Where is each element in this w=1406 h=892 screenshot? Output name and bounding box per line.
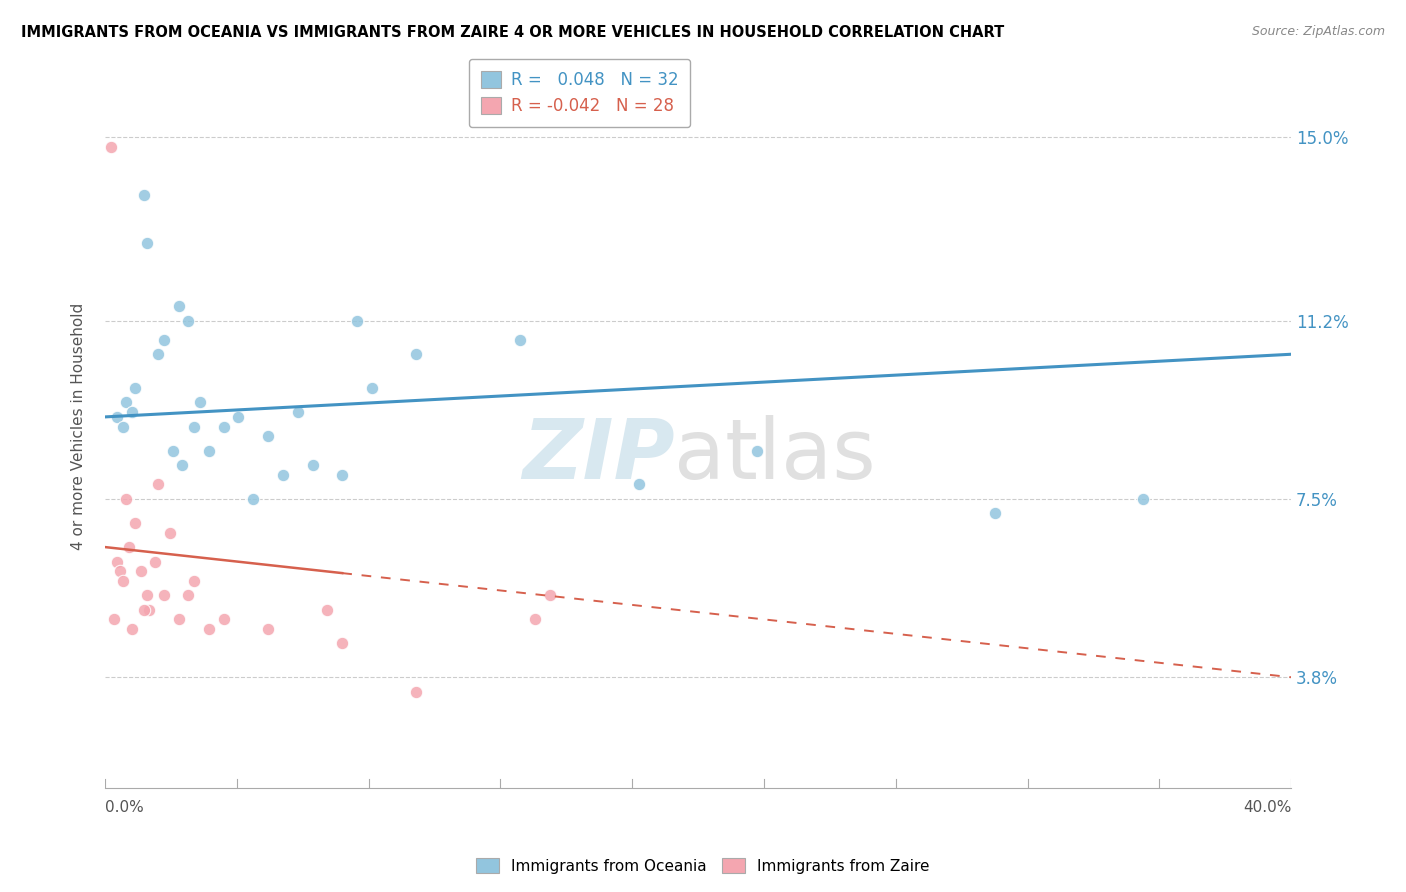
- Point: [121, 622, 143, 636]
- Point: [111, 419, 134, 434]
- Point: [524, 612, 547, 626]
- Point: [121, 405, 143, 419]
- Point: [212, 612, 235, 626]
- Point: [212, 419, 235, 434]
- Point: [197, 443, 219, 458]
- Point: [105, 409, 128, 424]
- Point: [346, 313, 368, 327]
- Point: [153, 588, 176, 602]
- Point: [138, 603, 160, 617]
- Point: [538, 588, 561, 602]
- Point: [316, 603, 339, 617]
- Point: [177, 588, 200, 602]
- Point: [135, 588, 157, 602]
- Legend: R =   0.048   N = 32, R = -0.042   N = 28: R = 0.048 N = 32, R = -0.042 N = 28: [470, 59, 690, 127]
- Point: [103, 612, 125, 626]
- Text: ZIP: ZIP: [522, 415, 675, 496]
- Point: [124, 381, 146, 395]
- Text: 40.0%: 40.0%: [1243, 800, 1291, 815]
- Point: [100, 140, 122, 154]
- Point: [148, 347, 170, 361]
- Point: [148, 477, 170, 491]
- Point: [118, 540, 141, 554]
- Point: [145, 555, 167, 569]
- Point: [135, 236, 157, 251]
- Point: [183, 419, 205, 434]
- Text: Source: ZipAtlas.com: Source: ZipAtlas.com: [1251, 25, 1385, 38]
- Text: IMMIGRANTS FROM OCEANIA VS IMMIGRANTS FROM ZAIRE 4 OR MORE VEHICLES IN HOUSEHOLD: IMMIGRANTS FROM OCEANIA VS IMMIGRANTS FR…: [21, 25, 1004, 40]
- Point: [162, 443, 184, 458]
- Point: [242, 491, 264, 506]
- Point: [108, 564, 131, 578]
- Point: [177, 313, 200, 327]
- Point: [124, 516, 146, 530]
- Point: [361, 381, 384, 395]
- Point: [153, 333, 176, 347]
- Y-axis label: 4 or more Vehicles in Household: 4 or more Vehicles in Household: [72, 303, 86, 550]
- Point: [105, 555, 128, 569]
- Point: [301, 458, 323, 472]
- Point: [405, 684, 427, 698]
- Point: [129, 564, 152, 578]
- Point: [114, 491, 136, 506]
- Point: [167, 612, 190, 626]
- Point: [330, 467, 353, 482]
- Point: [132, 603, 155, 617]
- Point: [271, 467, 294, 482]
- Point: [183, 574, 205, 588]
- Point: [132, 188, 155, 202]
- Point: [228, 409, 250, 424]
- Point: [1132, 491, 1154, 506]
- Legend: Immigrants from Oceania, Immigrants from Zaire: Immigrants from Oceania, Immigrants from…: [470, 852, 936, 880]
- Text: 0.0%: 0.0%: [105, 800, 143, 815]
- Point: [257, 429, 280, 443]
- Point: [405, 347, 427, 361]
- Point: [747, 443, 769, 458]
- Text: atlas: atlas: [675, 415, 876, 496]
- Point: [172, 458, 194, 472]
- Point: [111, 574, 134, 588]
- Point: [627, 477, 650, 491]
- Point: [257, 622, 280, 636]
- Point: [159, 525, 181, 540]
- Point: [983, 506, 1005, 520]
- Point: [114, 395, 136, 409]
- Point: [509, 333, 531, 347]
- Point: [188, 395, 211, 409]
- Point: [330, 636, 353, 650]
- Point: [197, 622, 219, 636]
- Point: [287, 405, 309, 419]
- Point: [167, 299, 190, 313]
